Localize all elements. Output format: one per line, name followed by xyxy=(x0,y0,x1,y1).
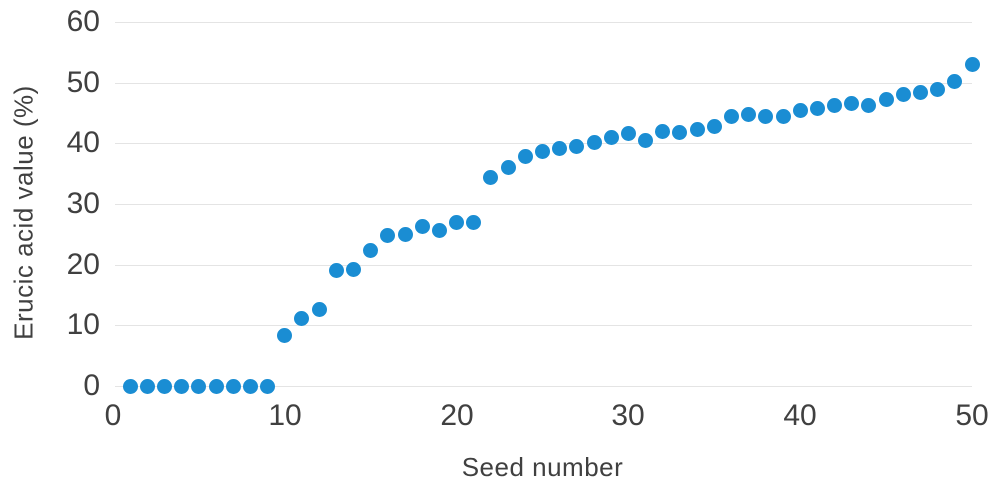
data-point xyxy=(518,149,533,164)
data-point xyxy=(741,107,756,122)
data-point xyxy=(913,85,928,100)
data-point xyxy=(552,141,567,156)
x-tick-label: 10 xyxy=(268,399,302,432)
data-point xyxy=(449,215,464,230)
data-point xyxy=(535,144,550,159)
y-gridline xyxy=(115,386,972,387)
y-gridline xyxy=(115,204,972,205)
y-gridline xyxy=(115,143,972,144)
data-point xyxy=(294,311,309,326)
data-point xyxy=(621,126,636,141)
data-point xyxy=(930,82,945,97)
data-point xyxy=(140,379,155,394)
data-point xyxy=(604,130,619,145)
data-point xyxy=(587,135,602,150)
y-tick-label: 60 xyxy=(66,5,100,38)
y-tick-label: 40 xyxy=(66,126,100,159)
data-point xyxy=(226,379,241,394)
data-point xyxy=(707,119,722,134)
data-point xyxy=(277,328,292,343)
y-gridline xyxy=(115,265,972,266)
data-point xyxy=(501,160,516,175)
data-point xyxy=(243,379,258,394)
data-point xyxy=(312,302,327,317)
data-point xyxy=(861,98,876,113)
data-point xyxy=(260,379,275,394)
y-tick-label: 50 xyxy=(66,66,100,99)
y-tick-label: 20 xyxy=(66,248,100,281)
data-point xyxy=(896,87,911,102)
data-point xyxy=(793,103,808,118)
data-point xyxy=(191,379,206,394)
data-point xyxy=(879,92,894,107)
data-point xyxy=(415,219,430,234)
data-point xyxy=(844,96,859,111)
data-point xyxy=(827,98,842,113)
data-point xyxy=(346,262,361,277)
y-tick-label: 30 xyxy=(66,187,100,220)
data-point xyxy=(466,215,481,230)
y-gridline xyxy=(115,325,972,326)
y-gridline xyxy=(115,83,972,84)
data-point xyxy=(947,74,962,89)
data-point xyxy=(655,124,670,139)
x-tick-label: 50 xyxy=(955,399,989,432)
data-point xyxy=(398,227,413,242)
y-tick-label: 0 xyxy=(83,369,100,402)
data-point xyxy=(776,109,791,124)
y-gridline xyxy=(115,22,972,23)
data-point xyxy=(380,228,395,243)
data-point xyxy=(758,109,773,124)
data-point xyxy=(432,223,447,238)
data-point xyxy=(363,243,378,258)
data-point xyxy=(965,57,980,72)
x-tick-label: 20 xyxy=(440,399,474,432)
data-point xyxy=(209,379,224,394)
data-point xyxy=(483,170,498,185)
x-tick-label: 40 xyxy=(783,399,817,432)
data-point xyxy=(329,263,344,278)
data-point xyxy=(690,122,705,137)
data-point xyxy=(672,125,687,140)
y-tick-label: 10 xyxy=(66,308,100,341)
data-point xyxy=(123,379,138,394)
x-tick-label: 30 xyxy=(611,399,645,432)
x-axis-title: Seed number xyxy=(461,452,624,482)
data-point xyxy=(810,101,825,116)
data-point xyxy=(174,379,189,394)
data-point xyxy=(638,133,653,148)
data-point xyxy=(569,139,584,154)
data-point xyxy=(724,109,739,124)
x-tick-label: 0 xyxy=(104,399,122,432)
data-point xyxy=(157,379,172,394)
